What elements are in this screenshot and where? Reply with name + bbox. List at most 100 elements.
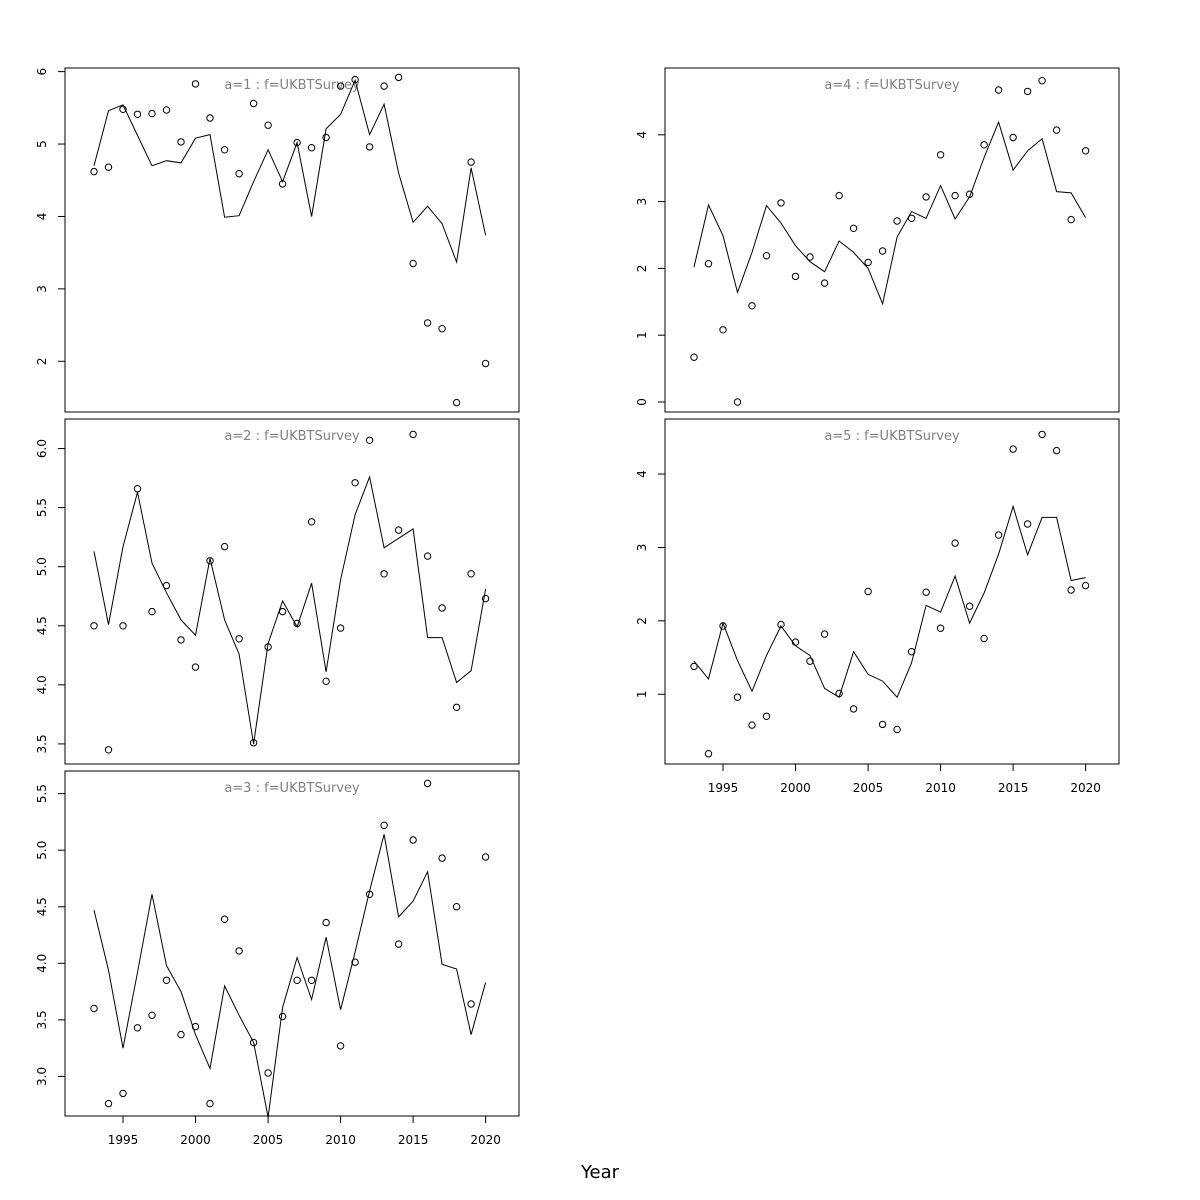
- data-point: [762, 252, 771, 260]
- data-point: [423, 319, 432, 327]
- x-tick-label: 2005: [853, 781, 884, 795]
- y-tick-label: 1: [635, 331, 649, 339]
- data-point: [994, 531, 1003, 539]
- data-point: [849, 705, 858, 713]
- data-point: [307, 518, 316, 526]
- x-tick-label: 2020: [1070, 781, 1101, 795]
- panel-frame: [64, 418, 520, 765]
- data-point: [791, 272, 800, 281]
- panel-a5: a=5 : f=UKBTSurvey 1 2 3 4 1995 2000 2005 2010 20…: [635, 418, 1120, 795]
- y-tick-label: 1: [635, 690, 649, 698]
- data-point: [365, 143, 374, 151]
- data-point: [1023, 87, 1032, 96]
- y-tick-label: 4.0: [35, 954, 49, 973]
- y-tick-label: 5.5: [35, 498, 49, 517]
- data-point: [177, 138, 185, 146]
- y-tick-label: 4: [35, 213, 49, 221]
- data-point: [806, 253, 814, 261]
- panel-frame: [664, 67, 1120, 413]
- x-tick-label: 2005: [253, 1133, 284, 1147]
- data-point: [191, 663, 200, 671]
- x-tick-label: 2015: [998, 781, 1029, 795]
- panel-frame: [64, 67, 520, 413]
- data-point: [90, 622, 98, 630]
- data-point: [481, 359, 490, 368]
- data-point: [922, 588, 930, 596]
- data-point: [690, 662, 698, 671]
- data-point: [748, 302, 756, 310]
- data-point: [293, 138, 301, 147]
- data-point: [162, 106, 171, 114]
- data-point: [119, 1089, 127, 1098]
- data-point: [177, 1030, 185, 1039]
- data-point: [777, 199, 785, 207]
- data-point: [733, 693, 742, 701]
- data-point: [690, 353, 698, 361]
- data-point: [704, 750, 713, 758]
- data-point: [820, 630, 829, 638]
- data-point: [336, 1042, 345, 1050]
- data-point: [1038, 77, 1046, 85]
- y-tick-label: 2: [635, 265, 649, 273]
- data-point: [1081, 147, 1090, 155]
- x-tick-label: 2000: [180, 1133, 211, 1147]
- data-point: [278, 1012, 287, 1021]
- data-point: [365, 436, 374, 444]
- y-tick-label: 4.5: [35, 616, 49, 635]
- panel-a1: a=1 : f=UKBTSurvey 2 3 4 5 6: [35, 67, 520, 413]
- panel-title: a=4 : f=UKBTSurvey: [824, 78, 960, 93]
- data-point: [1009, 133, 1017, 142]
- data-point: [249, 1038, 258, 1047]
- data-point: [264, 1069, 272, 1077]
- x-tick-label: 2010: [925, 781, 956, 795]
- data-point: [438, 325, 446, 333]
- data-point: [394, 940, 403, 948]
- data-point: [235, 635, 243, 643]
- data-point: [191, 80, 200, 88]
- data-point: [1067, 215, 1075, 224]
- data-point: [423, 779, 432, 788]
- data-point: [467, 1000, 475, 1008]
- y-tick-label: 2: [635, 617, 649, 625]
- data-point: [380, 82, 388, 90]
- series-line: [93, 834, 487, 1118]
- y-tick-label: 0: [635, 398, 649, 406]
- data-point: [104, 746, 113, 754]
- data-point: [864, 258, 872, 267]
- series-line: [93, 78, 487, 265]
- data-point: [220, 146, 229, 154]
- y-tick-label: 5: [35, 140, 49, 148]
- data-point: [893, 725, 901, 734]
- data-point: [1009, 445, 1017, 453]
- data-point: [90, 167, 98, 176]
- data-point: [452, 703, 461, 711]
- x-tick-label: 2015: [398, 1133, 429, 1147]
- data-point: [409, 259, 417, 268]
- data-point: [249, 99, 258, 108]
- data-point: [177, 636, 185, 644]
- data-point: [936, 151, 945, 159]
- data-point: [1023, 520, 1032, 528]
- data-point: [481, 594, 490, 603]
- data-point: [936, 624, 945, 632]
- data-point: [1052, 126, 1061, 134]
- data-point: [235, 947, 243, 955]
- data-point: [351, 479, 359, 487]
- data-point: [104, 163, 113, 171]
- y-tick-label: 6.0: [35, 439, 49, 458]
- data-point: [409, 430, 417, 439]
- data-point: [762, 712, 771, 720]
- panel-a4: a=4 : f=UKBTSurvey 0 1 2 3 4: [635, 67, 1120, 413]
- data-point: [951, 539, 959, 547]
- y-tick-label: 5.5: [35, 784, 49, 803]
- data-point: [235, 170, 243, 178]
- data-point: [452, 398, 461, 407]
- data-point: [278, 607, 287, 616]
- data-point: [980, 141, 988, 149]
- data-point: [148, 1011, 156, 1019]
- y-tick-label: 4.0: [35, 675, 49, 694]
- y-tick-label: 4: [635, 470, 649, 478]
- panel-a3: a=3 : f=UKBTSurvey 3.0 3.5 4.0 4.5 5.0 5.5 1995…: [35, 770, 520, 1147]
- data-point: [806, 657, 814, 665]
- data-point: [133, 1024, 142, 1032]
